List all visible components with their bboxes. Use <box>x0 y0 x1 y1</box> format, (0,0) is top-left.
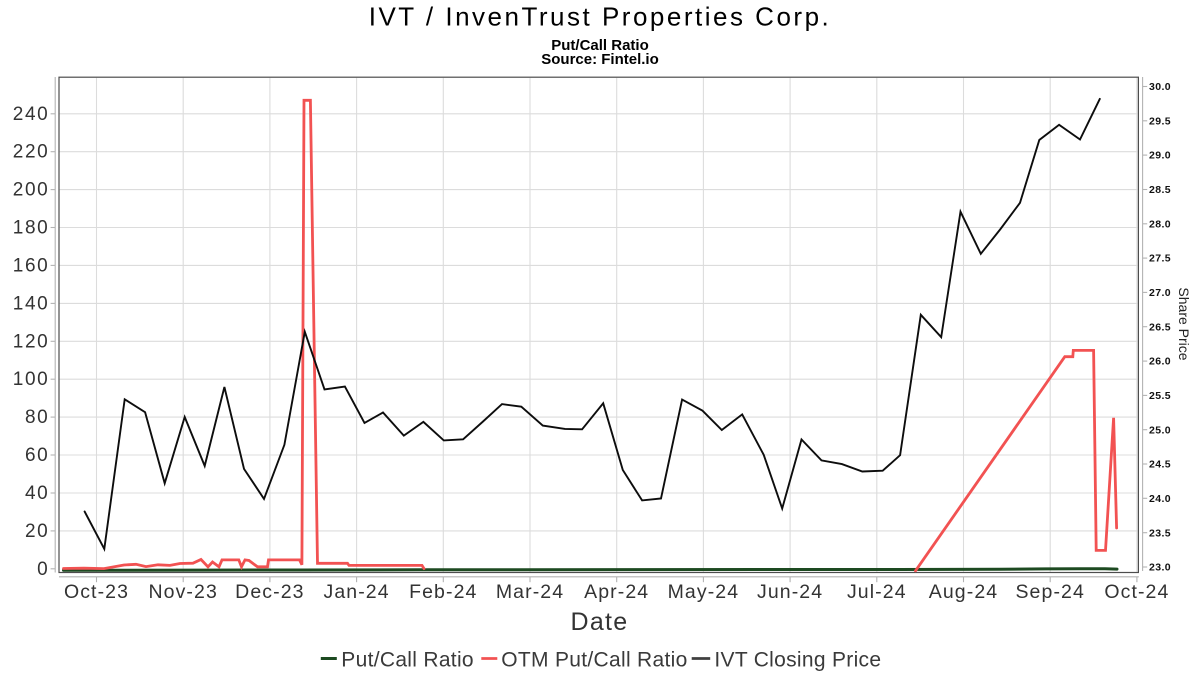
svg-text:IVT Closing Price: IVT Closing Price <box>714 649 881 672</box>
svg-text:27.5: 27.5 <box>1149 253 1171 265</box>
svg-text:28.5: 28.5 <box>1149 184 1171 196</box>
svg-text:May-24: May-24 <box>668 581 740 603</box>
svg-text:80: 80 <box>25 407 49 428</box>
svg-text:23.0: 23.0 <box>1149 562 1171 574</box>
svg-text:Aug-24: Aug-24 <box>929 581 998 603</box>
svg-text:Source: Fintel.io: Source: Fintel.io <box>541 51 659 68</box>
svg-text:20: 20 <box>25 521 49 542</box>
svg-text:24.5: 24.5 <box>1149 459 1171 471</box>
svg-text:Mar-24: Mar-24 <box>496 581 564 603</box>
svg-text:29.5: 29.5 <box>1149 115 1171 127</box>
svg-text:Put/Call Ratio: Put/Call Ratio <box>341 649 474 672</box>
svg-text:Dec-23: Dec-23 <box>235 581 304 603</box>
svg-text:30.0: 30.0 <box>1149 81 1171 93</box>
svg-text:23.5: 23.5 <box>1149 527 1171 539</box>
svg-text:Date: Date <box>570 608 628 636</box>
svg-text:Jun-24: Jun-24 <box>757 581 823 603</box>
svg-text:26.5: 26.5 <box>1149 321 1171 333</box>
svg-text:27.0: 27.0 <box>1149 287 1171 299</box>
svg-text:240: 240 <box>13 104 50 125</box>
svg-text:Oct-24: Oct-24 <box>1104 581 1169 603</box>
svg-text:24.0: 24.0 <box>1149 493 1171 505</box>
svg-text:Apr-24: Apr-24 <box>584 581 649 603</box>
svg-text:Sep-24: Sep-24 <box>1015 581 1084 603</box>
svg-text:IVT / InvenTrust Properties Co: IVT / InvenTrust Properties Corp. <box>369 2 832 32</box>
svg-text:Share Price: Share Price <box>1176 287 1192 360</box>
svg-text:26.0: 26.0 <box>1149 356 1171 368</box>
svg-text:200: 200 <box>13 180 50 201</box>
svg-text:140: 140 <box>13 293 50 314</box>
svg-text:OTM Put/Call Ratio: OTM Put/Call Ratio <box>501 649 687 672</box>
svg-text:Jul-24: Jul-24 <box>847 581 907 603</box>
svg-text:25.5: 25.5 <box>1149 390 1171 402</box>
svg-text:100: 100 <box>13 369 50 390</box>
svg-text:Nov-23: Nov-23 <box>148 581 217 603</box>
svg-text:60: 60 <box>25 445 49 466</box>
svg-text:Put/Call Ratio: Put/Call Ratio <box>551 37 649 54</box>
svg-text:28.0: 28.0 <box>1149 218 1171 230</box>
svg-text:29.0: 29.0 <box>1149 150 1171 162</box>
svg-text:180: 180 <box>13 218 50 239</box>
svg-text:Oct-23: Oct-23 <box>64 581 129 603</box>
svg-text:160: 160 <box>13 255 50 276</box>
svg-text:40: 40 <box>25 483 49 504</box>
svg-text:Feb-24: Feb-24 <box>409 581 477 603</box>
svg-text:Jan-24: Jan-24 <box>323 581 389 603</box>
svg-text:0: 0 <box>37 559 49 580</box>
svg-text:220: 220 <box>13 142 50 163</box>
svg-text:120: 120 <box>13 331 50 352</box>
svg-text:25.0: 25.0 <box>1149 424 1171 436</box>
